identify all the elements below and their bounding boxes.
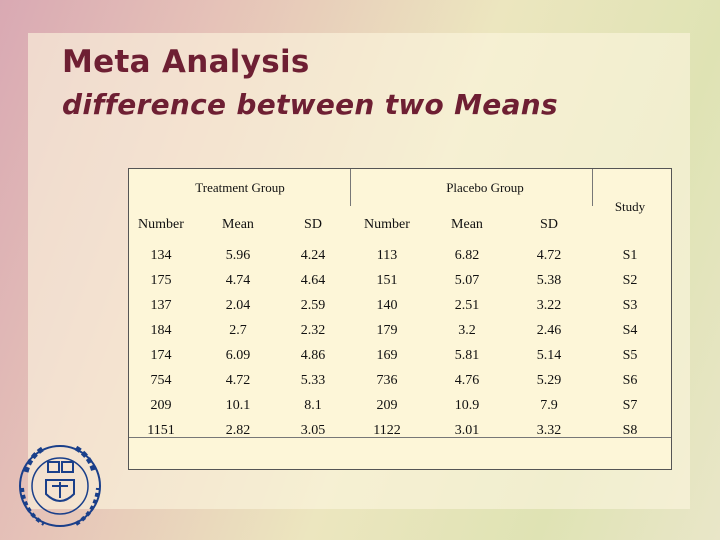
cell-placebo-mean: 4.76 xyxy=(454,373,480,388)
cell-placebo-mean: 6.82 xyxy=(454,248,480,263)
column-header: Mean xyxy=(451,217,483,232)
cell-placebo-sd: 2.46 xyxy=(536,323,562,338)
cell-treatment-sd: 2.32 xyxy=(300,323,326,338)
cell-treatment-mean: 2.7 xyxy=(229,323,247,338)
cell-study-id: S1 xyxy=(622,248,638,263)
cell-study-id: S3 xyxy=(622,298,638,313)
cell-placebo-number: 169 xyxy=(376,348,398,363)
cell-placebo-mean: 2.51 xyxy=(454,298,480,313)
cell-placebo-number: 113 xyxy=(376,248,398,263)
cell-treatment-number: 175 xyxy=(150,273,172,288)
cell-study-id: S5 xyxy=(622,348,638,363)
cell-treatment-sd: 4.24 xyxy=(300,248,326,263)
column-header: SD xyxy=(304,217,322,232)
column-header: Number xyxy=(138,217,184,232)
cell-treatment-mean: 4.74 xyxy=(225,273,251,288)
placebo-group-header: Placebo Group xyxy=(446,180,524,195)
cell-placebo-sd: 4.72 xyxy=(536,248,562,263)
cell-treatment-mean: 2.82 xyxy=(225,423,251,438)
cell-treatment-mean: 4.72 xyxy=(225,373,251,388)
cell-treatment-number: 1151 xyxy=(147,423,175,438)
cell-placebo-number: 736 xyxy=(376,373,398,388)
slide-title: Meta Analysis xyxy=(62,44,310,80)
cell-placebo-mean: 3.01 xyxy=(454,423,480,438)
cell-study-id: S2 xyxy=(622,273,638,288)
cell-study-id: S6 xyxy=(622,373,638,388)
cell-study-id: S8 xyxy=(622,423,638,438)
cell-treatment-sd: 3.05 xyxy=(300,423,326,438)
cell-placebo-sd: 3.22 xyxy=(536,298,562,313)
cell-treatment-mean: 6.09 xyxy=(225,348,251,363)
cell-placebo-number: 151 xyxy=(376,273,398,288)
cell-placebo-sd: 7.9 xyxy=(540,398,558,413)
cell-treatment-number: 174 xyxy=(150,348,172,363)
cell-treatment-sd: 4.64 xyxy=(300,273,326,288)
cell-placebo-sd: 5.29 xyxy=(536,373,562,388)
cell-treatment-mean: 10.1 xyxy=(225,398,251,413)
cell-treatment-number: 134 xyxy=(150,248,172,263)
cell-placebo-mean: 10.9 xyxy=(454,398,480,413)
column-header: SD xyxy=(540,217,558,232)
cell-study-id: S4 xyxy=(622,323,638,338)
cell-placebo-number: 1122 xyxy=(373,423,401,438)
data-table xyxy=(128,168,672,470)
cell-treatment-sd: 8.1 xyxy=(304,398,322,413)
column-header: Mean xyxy=(222,217,254,232)
study-header: Study xyxy=(614,199,646,214)
cell-placebo-mean: 5.81 xyxy=(454,348,480,363)
cell-placebo-mean: 5.07 xyxy=(454,273,480,288)
cell-treatment-number: 137 xyxy=(150,298,172,313)
cell-treatment-number: 209 xyxy=(150,398,172,413)
cell-treatment-sd: 5.33 xyxy=(300,373,326,388)
university-seal-icon xyxy=(19,445,101,527)
cell-treatment-number: 754 xyxy=(150,373,172,388)
slide-subtitle: difference between two Means xyxy=(62,88,558,121)
cell-placebo-sd: 3.32 xyxy=(536,423,562,438)
cell-placebo-number: 209 xyxy=(376,398,398,413)
cell-treatment-mean: 2.04 xyxy=(225,298,251,313)
cell-placebo-number: 140 xyxy=(376,298,398,313)
cell-treatment-mean: 5.96 xyxy=(225,248,251,263)
cell-study-id: S7 xyxy=(622,398,638,413)
cell-treatment-sd: 4.86 xyxy=(300,348,326,363)
cell-treatment-number: 184 xyxy=(150,323,172,338)
cell-placebo-number: 179 xyxy=(376,323,398,338)
treatment-group-header: Treatment Group xyxy=(195,180,285,195)
cell-placebo-mean: 3.2 xyxy=(458,323,476,338)
cell-placebo-sd: 5.14 xyxy=(536,348,562,363)
column-header: Number xyxy=(364,217,410,232)
cell-placebo-sd: 5.38 xyxy=(536,273,562,288)
cell-treatment-sd: 2.59 xyxy=(300,298,326,313)
